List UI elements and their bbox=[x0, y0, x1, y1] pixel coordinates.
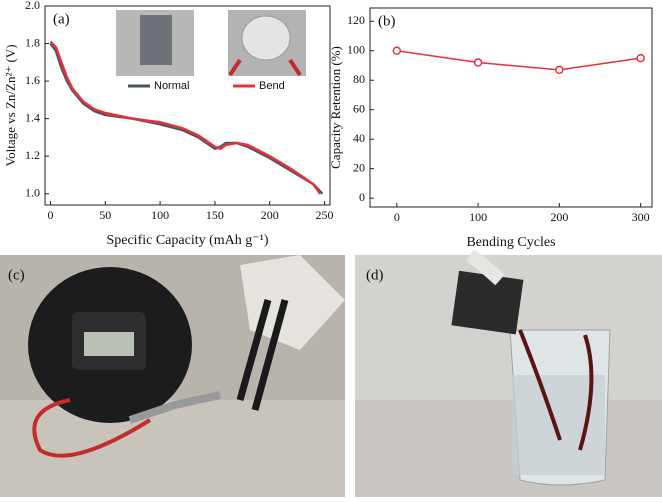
photo-d bbox=[355, 249, 662, 497]
y-tick-label: 1.4 bbox=[25, 110, 40, 124]
x-tick-label: 250 bbox=[316, 208, 334, 222]
x-tick-label: 100 bbox=[469, 210, 487, 224]
photo-c bbox=[0, 255, 345, 497]
y-tick-label: 1.8 bbox=[25, 35, 40, 49]
y-tick-label: 1.2 bbox=[25, 148, 40, 162]
x-tick-label: 100 bbox=[151, 208, 169, 222]
plot-frame bbox=[369, 7, 653, 208]
x-tick-label: 0 bbox=[47, 208, 53, 222]
y-tick-label: 40 bbox=[353, 131, 365, 145]
series-line bbox=[396, 50, 641, 71]
x-tick-label: 200 bbox=[550, 210, 568, 224]
y-tick-label: 120 bbox=[347, 13, 365, 27]
y-tick-label: 100 bbox=[347, 42, 365, 56]
y-axis-label: Voltage vs Zn/Zn²⁺ (V) bbox=[3, 44, 18, 166]
panel-label: (d) bbox=[366, 267, 384, 283]
y-tick-label: 1.0 bbox=[25, 185, 40, 199]
panel-label: (b) bbox=[378, 13, 396, 29]
y-tick-label: 1.6 bbox=[25, 73, 40, 87]
point bbox=[636, 53, 645, 63]
y-tick-label: 0 bbox=[359, 190, 365, 204]
y-tick-label: 60 bbox=[353, 101, 365, 115]
x-tick-label: 0 bbox=[394, 210, 400, 224]
inset-photos bbox=[116, 10, 306, 77]
x-tick-label: 200 bbox=[261, 208, 279, 222]
x-tick-label: 50 bbox=[99, 208, 111, 222]
x-tick-label: 150 bbox=[206, 208, 224, 222]
x-axis-label: Bending Cycles bbox=[466, 235, 555, 250]
panel-label: (c) bbox=[8, 267, 25, 283]
plot-frame bbox=[44, 5, 331, 206]
point bbox=[473, 58, 483, 67]
legend-label: Bend bbox=[259, 80, 285, 92]
x-axis-label: Specific Capacity (mAh g⁻¹) bbox=[106, 233, 268, 248]
legend-label: Normal bbox=[154, 80, 189, 92]
y-tick-label: 2.0 bbox=[25, 0, 40, 12]
y-tick-label: 80 bbox=[353, 72, 365, 86]
point bbox=[555, 65, 564, 75]
panel-label: (a) bbox=[53, 11, 70, 27]
y-tick-label: 20 bbox=[353, 160, 365, 174]
x-tick-label: 300 bbox=[632, 210, 650, 224]
point bbox=[392, 46, 402, 55]
y-axis-label: Capacity Retention (%) bbox=[328, 46, 343, 169]
series-line bbox=[49, 40, 322, 195]
